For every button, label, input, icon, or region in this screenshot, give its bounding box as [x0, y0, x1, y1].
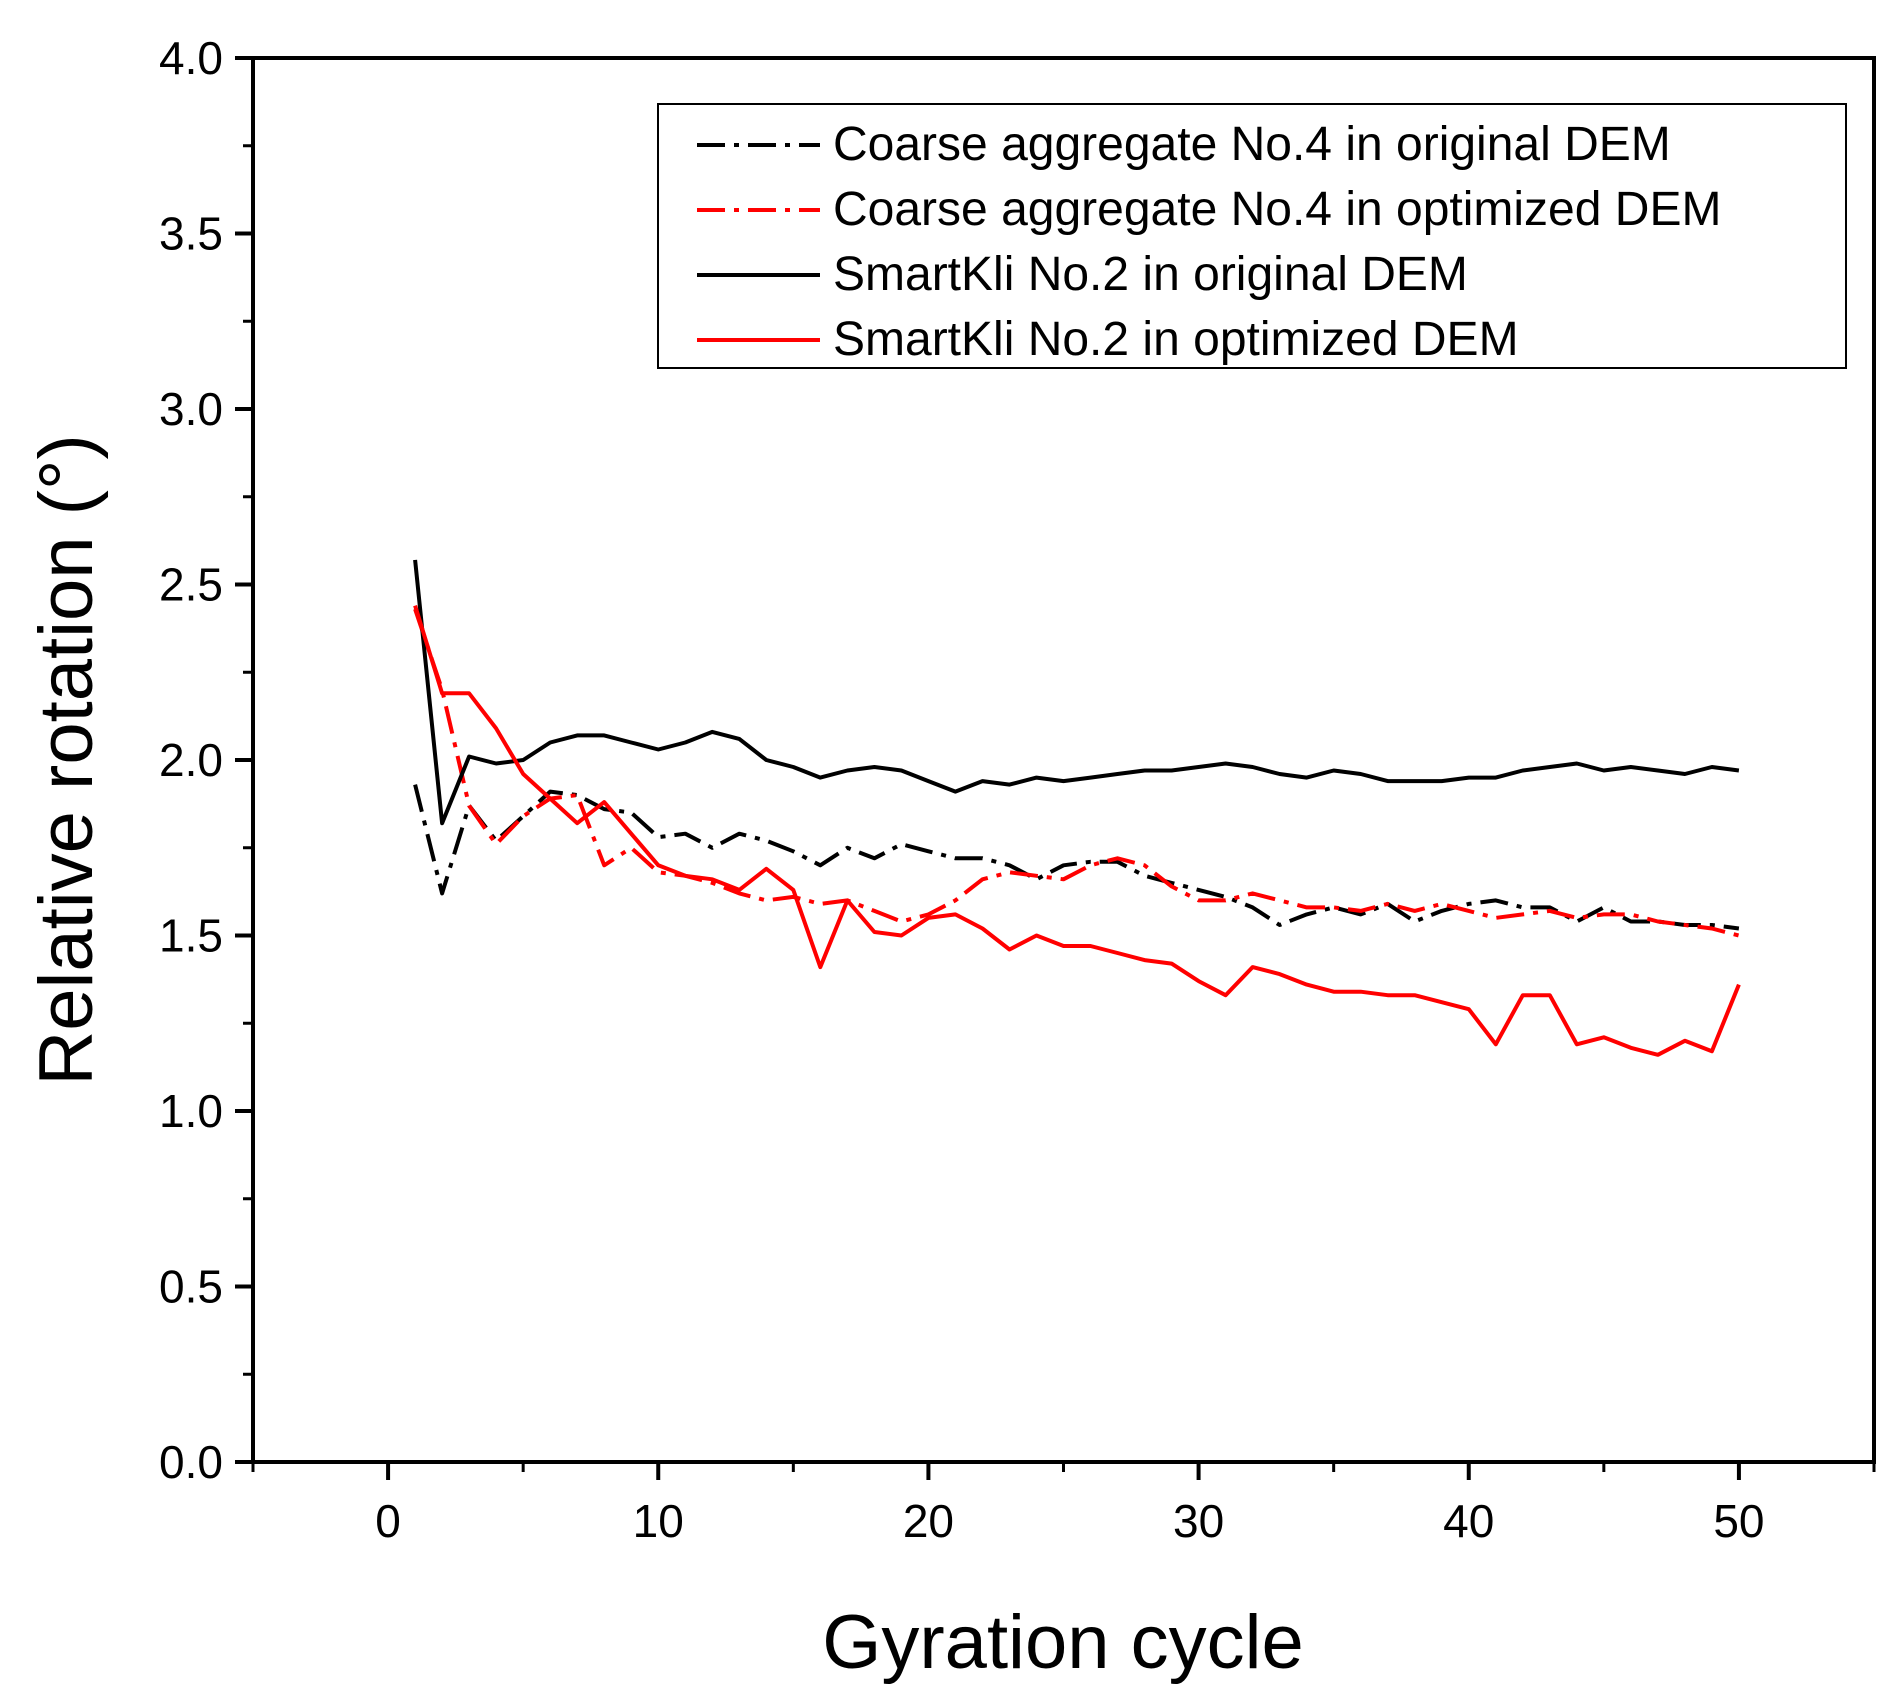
x-tick-label: 0: [375, 1495, 401, 1547]
x-axis-title: Gyration cycle: [822, 1600, 1304, 1685]
legend: Coarse aggregate No.4 in original DEM Co…: [657, 103, 1847, 369]
y-tick-label: 1.0: [159, 1085, 223, 1137]
series-line-3: [413, 559, 1740, 826]
legend-box: [657, 103, 1847, 369]
series-line-2: [413, 608, 1740, 938]
axis-ticks: [235, 56, 1876, 1480]
series-line-1: [413, 784, 1740, 931]
legend-label-smartkli-optimized: SmartKli No.2 in optimized DEM: [833, 313, 1519, 366]
axis-tick-labels: 0 10 20 30 40 50 0.0 0.5 1.0 1.5 2.0 2.5 3.0 3.5 4.0: [159, 32, 1764, 1547]
legend-label-smartkli-original: SmartKli No.2 in original DEM: [833, 248, 1468, 301]
legend-label-coarse-optimized: Coarse aggregate No.4 in optimized DEM: [833, 183, 1721, 236]
data-series: [413, 559, 1741, 1057]
y-tick-label: 4.0: [159, 32, 223, 84]
legend-label-coarse-original: Coarse aggregate No.4 in original DEM: [833, 118, 1671, 171]
y-tick-label: 2.0: [159, 734, 223, 786]
x-tick-label: 50: [1713, 1495, 1764, 1547]
series-line-4: [413, 605, 1741, 1057]
x-tick-label: 40: [1443, 1495, 1494, 1547]
y-tick-label: 3.0: [159, 383, 223, 435]
y-tick-label: 3.5: [159, 208, 223, 260]
x-tick-label: 20: [903, 1495, 954, 1547]
y-axis-title: Relative rotation (°): [24, 434, 109, 1085]
y-tick-label: 0.5: [159, 1261, 223, 1313]
x-tick-label: 10: [633, 1495, 684, 1547]
x-tick-label: 30: [1173, 1495, 1224, 1547]
y-tick-label: 0.0: [159, 1436, 223, 1488]
y-tick-label: 1.5: [159, 910, 223, 962]
y-tick-label: 2.5: [159, 559, 223, 611]
